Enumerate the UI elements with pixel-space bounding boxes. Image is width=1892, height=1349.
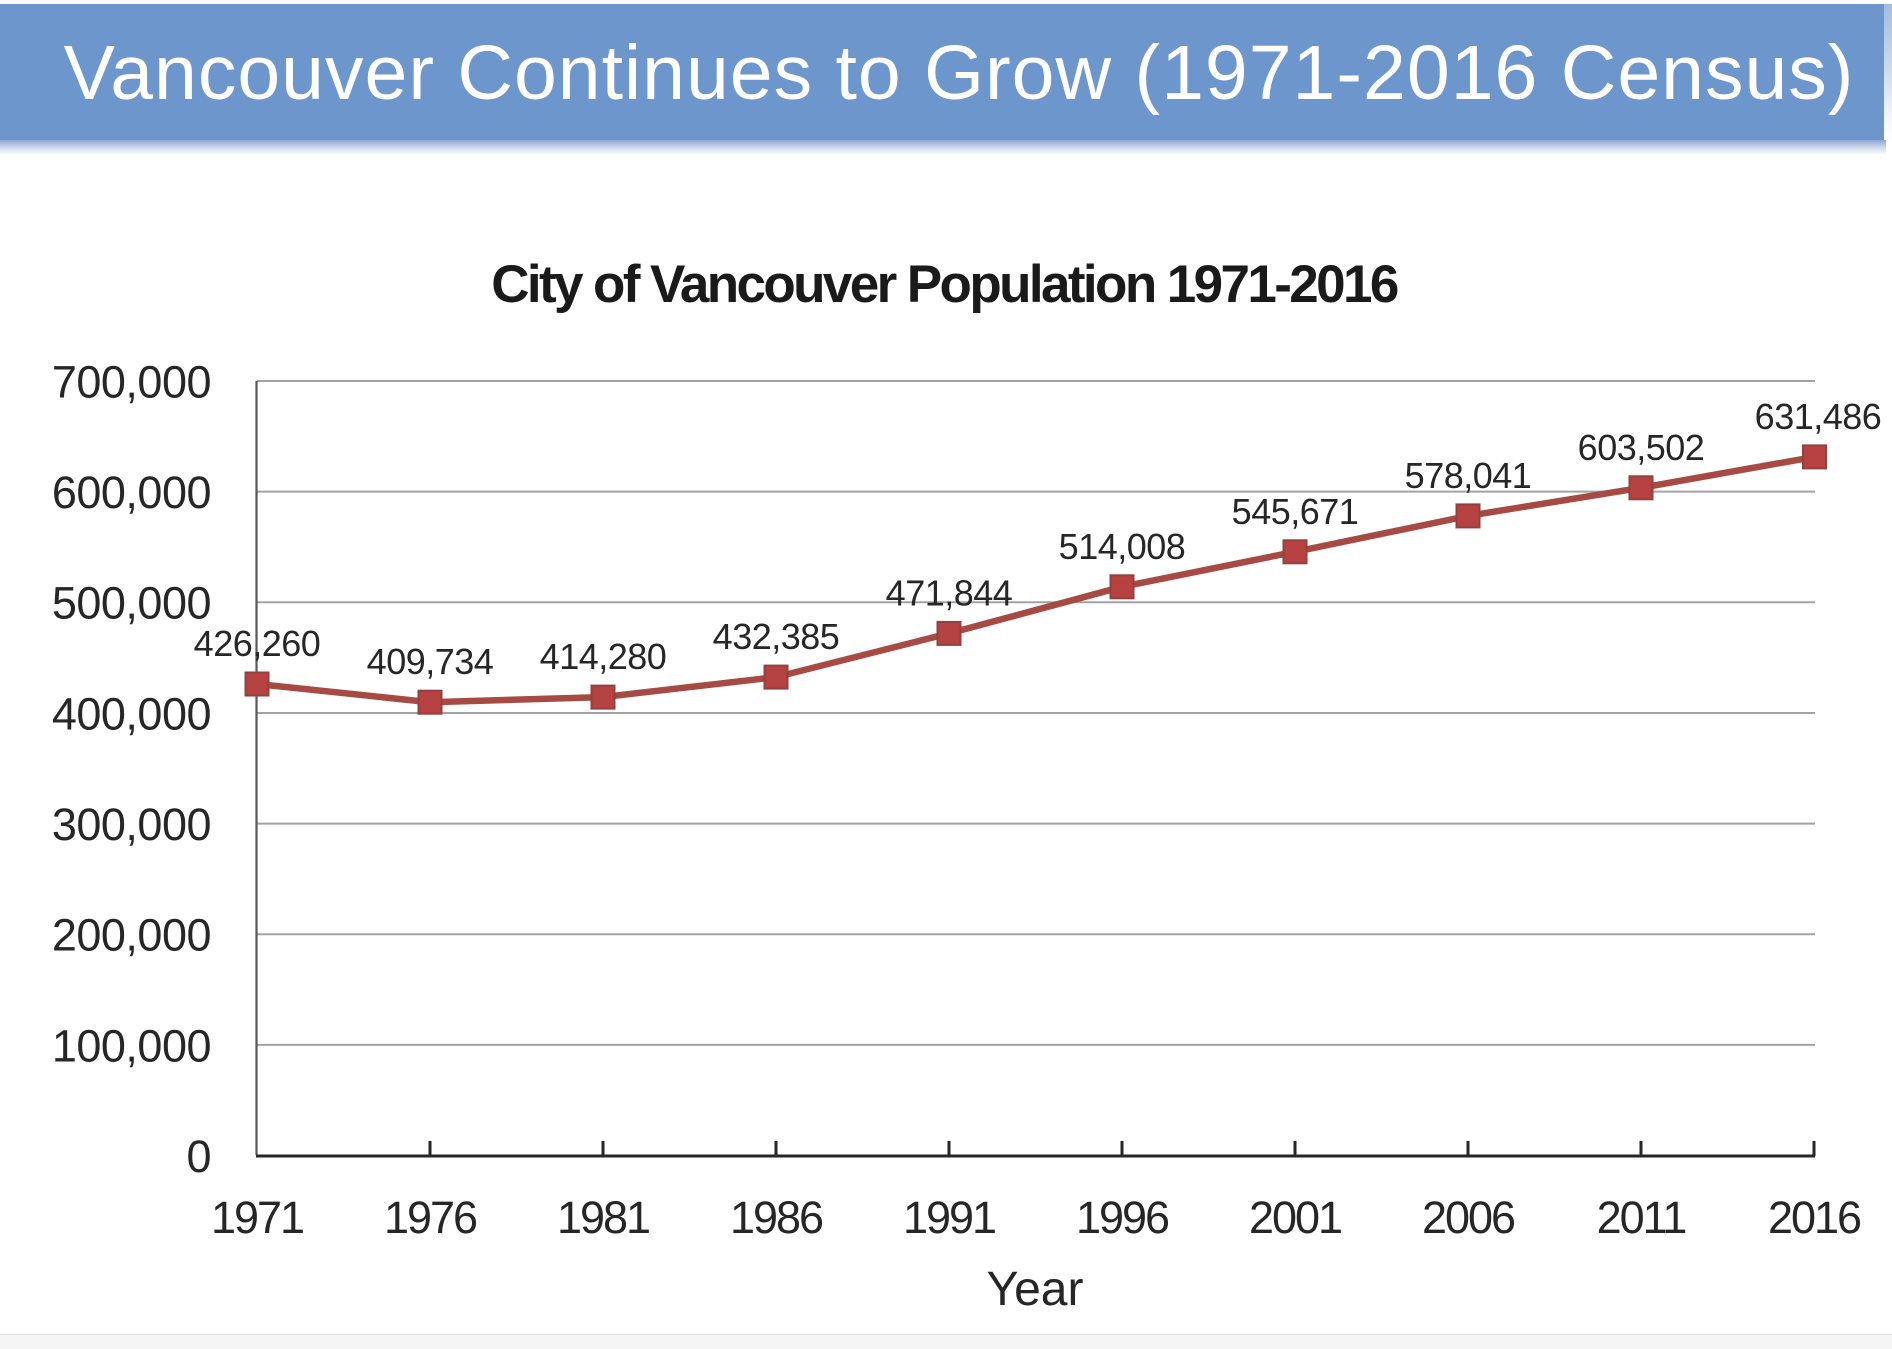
svg-text:1986: 1986 xyxy=(730,1192,823,1243)
svg-text:1981: 1981 xyxy=(557,1192,649,1243)
svg-text:1996: 1996 xyxy=(1076,1192,1169,1243)
svg-text:400,000: 400,000 xyxy=(52,688,211,739)
svg-text:409,734: 409,734 xyxy=(367,641,494,682)
svg-text:426,260: 426,260 xyxy=(194,623,321,664)
svg-text:578,041: 578,041 xyxy=(1405,455,1532,496)
svg-text:2006: 2006 xyxy=(1422,1192,1515,1243)
svg-text:414,280: 414,280 xyxy=(540,636,667,677)
svg-text:200,000: 200,000 xyxy=(52,910,211,961)
svg-text:603,502: 603,502 xyxy=(1578,427,1705,468)
svg-text:1976: 1976 xyxy=(384,1192,477,1243)
svg-text:2016: 2016 xyxy=(1768,1192,1861,1243)
svg-text:City of Vancouver Population 1: City of Vancouver Population 1971-2016 xyxy=(491,255,1398,314)
svg-text:2011: 2011 xyxy=(1597,1192,1686,1243)
svg-text:500,000: 500,000 xyxy=(52,578,211,629)
svg-text:2001: 2001 xyxy=(1249,1192,1341,1243)
svg-text:432,385: 432,385 xyxy=(713,616,840,657)
svg-text:514,008: 514,008 xyxy=(1059,526,1186,567)
svg-text:631,486: 631,486 xyxy=(1755,396,1882,437)
svg-text:600,000: 600,000 xyxy=(52,467,211,518)
svg-text:0: 0 xyxy=(186,1131,211,1182)
svg-text:700,000: 700,000 xyxy=(52,356,211,407)
svg-text:471,844: 471,844 xyxy=(886,572,1013,613)
svg-text:1971: 1971 xyxy=(211,1192,303,1243)
svg-text:300,000: 300,000 xyxy=(52,799,211,850)
svg-text:Year: Year xyxy=(987,1263,1084,1316)
svg-text:545,671: 545,671 xyxy=(1232,491,1359,532)
svg-text:1991: 1991 xyxy=(903,1192,995,1243)
svg-text:100,000: 100,000 xyxy=(52,1020,211,1071)
